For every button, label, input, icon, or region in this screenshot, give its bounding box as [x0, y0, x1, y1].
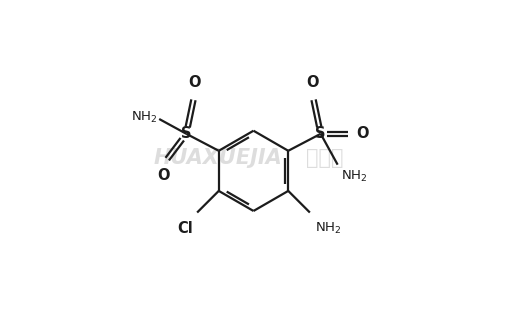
Text: O: O	[158, 168, 170, 183]
Text: NH$_2$: NH$_2$	[315, 221, 341, 236]
Text: O: O	[307, 75, 319, 90]
Text: HUAXUEJIA: HUAXUEJIA	[153, 148, 282, 169]
Text: NH$_2$: NH$_2$	[131, 110, 158, 125]
Text: O: O	[188, 75, 200, 90]
Text: Cl: Cl	[177, 221, 193, 236]
Text: O: O	[356, 126, 369, 141]
Text: 化学加: 化学加	[306, 148, 343, 169]
Text: S: S	[181, 126, 192, 141]
Text: S: S	[315, 126, 326, 141]
Text: NH$_2$: NH$_2$	[341, 169, 367, 184]
